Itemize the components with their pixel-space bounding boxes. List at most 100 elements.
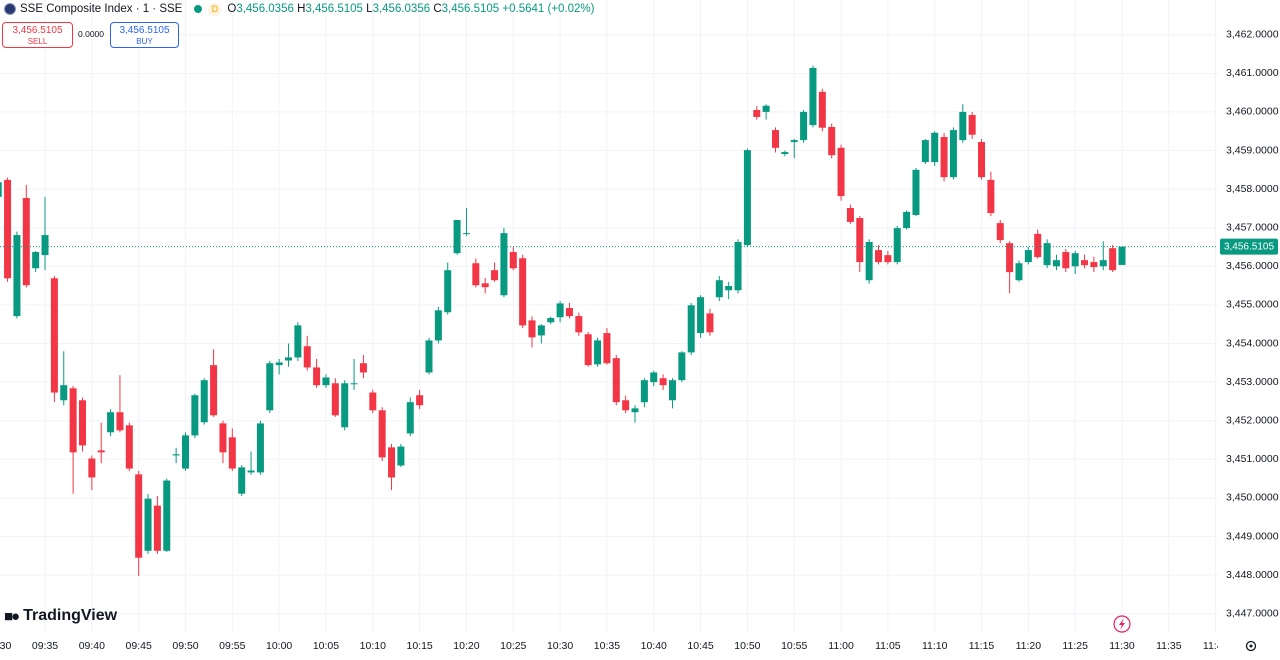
y-tick-label: 3,461.0000: [1226, 67, 1279, 79]
candle-body: [50, 278, 58, 393]
candle-body: [78, 400, 86, 446]
candle-body: [303, 346, 311, 368]
x-tick-label: 11:00: [828, 640, 854, 652]
sell-button[interactable]: 3,456.5105 SELL: [2, 22, 73, 48]
y-tick-label: 3,460.0000: [1226, 106, 1279, 118]
l-label: L: [366, 3, 373, 15]
candle-body: [172, 454, 180, 456]
candle-body: [640, 380, 648, 403]
candle-body: [219, 423, 227, 453]
x-tick-label: 10:45: [687, 640, 713, 652]
candle-body: [406, 402, 414, 434]
x-tick-label: 10:40: [641, 640, 667, 652]
candle-body: [893, 228, 901, 263]
candle-body: [884, 255, 892, 263]
candle-body: [266, 363, 274, 411]
brand-icon: ■●: [4, 607, 20, 625]
candle-body: [481, 283, 489, 288]
x-tick-label: 10:05: [313, 640, 339, 652]
candle-body: [313, 367, 321, 386]
y-tick-label: 3,462.0000: [1226, 29, 1279, 41]
candle-body: [584, 334, 592, 366]
y-tick-label: 3,456.0000: [1226, 260, 1279, 272]
candle-body: [612, 358, 620, 403]
symbol[interactable]: SSE Composite Index · 1 · SSE: [20, 3, 183, 15]
candle-body: [1099, 260, 1107, 267]
candle-body: [903, 211, 911, 229]
candle-body: [856, 218, 864, 263]
candle-body: [996, 223, 1004, 241]
y-tick-label: 3,451.0000: [1226, 453, 1279, 465]
buy-price: 3,456.5105: [119, 25, 170, 36]
candle-body: [1043, 243, 1051, 266]
candle-body: [462, 233, 470, 235]
candle-body: [978, 142, 986, 178]
y-tick-label: 3,455.0000: [1226, 299, 1279, 311]
x-tick-label: 11:25: [1062, 640, 1088, 652]
candle-body: [1024, 250, 1032, 263]
last-price-tag: [1220, 238, 1278, 255]
candle-body: [537, 325, 545, 336]
candle-body: [659, 378, 667, 386]
y-tick-label: 3,450.0000: [1226, 492, 1279, 504]
grid: [0, 0, 1218, 633]
sell-label: SELL: [27, 37, 48, 46]
candle-body: [575, 316, 583, 333]
candle-body: [4, 179, 12, 279]
candle-body: [912, 169, 920, 215]
x-tick-label: 09:35: [32, 640, 58, 652]
candle-body: [1090, 262, 1098, 268]
x-tick-label: 11:40: [1203, 640, 1229, 652]
candle-body: [210, 365, 218, 416]
spread: 0.0000: [78, 29, 104, 39]
candle-body: [931, 132, 939, 163]
c-value: 3,456.5105: [441, 3, 500, 15]
candle-body: [275, 362, 283, 366]
candle-body: [631, 408, 639, 413]
buy-button[interactable]: 3,456.5105 BUY: [110, 22, 179, 48]
x-tick-label: 11:20: [1016, 640, 1042, 652]
candle-body: [771, 130, 779, 148]
candle-body: [1034, 233, 1042, 258]
candle-body: [88, 458, 96, 478]
change: +0.5641 (+0.02%): [502, 3, 595, 15]
candle-body: [135, 474, 143, 558]
candle-body: [725, 286, 733, 291]
candle-body: [397, 446, 405, 466]
candle-body: [444, 270, 452, 313]
x-tick-label: 11:30: [1109, 640, 1135, 652]
candle-body: [0, 182, 2, 197]
brand[interactable]: ■● TradingView: [4, 607, 117, 625]
x-tick-label: 09:55: [219, 640, 245, 652]
y-tick-label: 3,459.0000: [1226, 144, 1279, 156]
candle-body: [416, 395, 424, 406]
c-label: C: [433, 3, 442, 15]
candle-body: [697, 297, 705, 334]
candle-body: [678, 352, 686, 381]
x-tick-label: 09:40: [79, 640, 105, 652]
candle-body: [800, 111, 808, 141]
candle-body: [32, 252, 40, 269]
candle-body: [715, 280, 723, 298]
candle-body: [22, 198, 30, 286]
y-tick-label: 3,449.0000: [1226, 530, 1279, 542]
candle-body: [491, 270, 499, 281]
settings-icon[interactable]: [1245, 640, 1257, 652]
candle-body: [837, 147, 845, 197]
x-tick-label: 10:10: [360, 640, 386, 652]
x-tick-label: 10:20: [453, 640, 479, 652]
x-tick-label: 10:30: [547, 640, 573, 652]
last-price-label: 3,456.5105: [1224, 241, 1274, 252]
h-value: 3,456.5105: [305, 3, 363, 15]
candle-body: [341, 383, 349, 428]
candle-body: [60, 385, 68, 401]
y-tick-label: 3,452.0000: [1226, 414, 1279, 426]
y-tick-label: 3,454.0000: [1226, 337, 1279, 349]
lightning-icon[interactable]: [1113, 615, 1131, 633]
candle-body: [500, 233, 508, 296]
x-tick-label: 10:25: [500, 640, 526, 652]
legend: SSE Composite Index · 1 · SSE D O 3,456.0…: [4, 1, 594, 17]
candle-body: [97, 450, 105, 453]
candle-body: [107, 412, 115, 433]
candle-body: [734, 242, 742, 291]
